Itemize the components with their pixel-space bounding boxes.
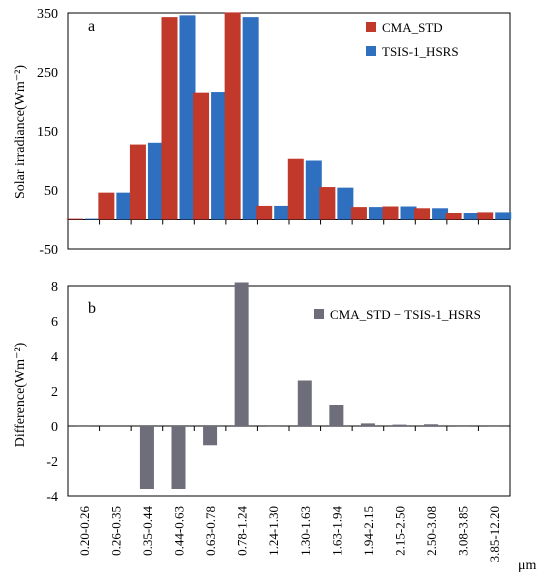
bar-b-s0-3 [171, 426, 186, 489]
bar-a-s1-1 [116, 192, 133, 220]
bar-a-s1-9 [368, 207, 385, 220]
bar-b-s0-8 [329, 405, 344, 426]
bar-a-s0-3 [161, 17, 178, 220]
bar-b-s0-7 [297, 380, 312, 426]
panel-b: b Difference(Wm⁻²) -4 -2 0 2 4 6 8 CMA_STD − T… [13, 280, 537, 573]
x-tick-label: 2.15-2.50 [393, 506, 408, 556]
legend-label-cma: CMA_STD [382, 20, 443, 35]
bar-b-s0-1 [108, 426, 123, 427]
bar-b-s0-12 [455, 426, 470, 427]
y-tick-label: -4 [46, 490, 58, 505]
bar-a-s0-6 [256, 205, 273, 220]
bar-b-s0-0 [76, 426, 91, 427]
x-tick-label: 3.85-12.20 [487, 506, 502, 562]
x-tick-label: 0.35-0.44 [140, 506, 155, 556]
bar-a-s1-7 [305, 160, 322, 220]
x-unit: μm [518, 558, 537, 573]
bar-b-s0-6 [266, 426, 281, 427]
bar-a-s1-5 [242, 17, 259, 220]
bar-b-s0-4 [203, 426, 218, 446]
bar-a-s0-2 [129, 144, 146, 220]
bar-b-s0-9 [360, 423, 375, 426]
bar-a-s1-12 [463, 213, 480, 220]
panel-a: a Solar irradiance(Wm⁻²) -5050150250350 … [13, 7, 512, 258]
bar-a-s0-4 [193, 92, 210, 220]
bar-a-s0-11 [414, 208, 431, 220]
panel-label-a: a [88, 18, 95, 35]
bar-a-s1-10 [400, 206, 417, 220]
plot-frame-a [67, 12, 511, 250]
legend-b: CMA_STD − TSIS-1_HSRS [314, 307, 481, 322]
x-tick-label: 1.94-2.15 [361, 506, 376, 556]
x-tick-labels: 0.20-0.26 0.26-0.35 0.35-0.44 0.44-0.63 0.63… [77, 506, 502, 563]
legend-swatch-cma [366, 22, 376, 32]
y-tick-label: 150 [37, 125, 58, 140]
legend-label-diff: CMA_STD − TSIS-1_HSRS [330, 307, 481, 322]
bar-a-s0-8 [319, 187, 336, 220]
bar-b-s0-11 [424, 424, 439, 426]
y-tick-label: 0 [51, 420, 58, 435]
bar-a-s1-13 [495, 212, 512, 220]
bar-a-s0-9 [350, 207, 367, 220]
legend-a: CMA_STD TSIS-1_HSRS [366, 20, 459, 59]
x-tick-label: 0.26-0.35 [108, 506, 123, 556]
bar-a-s1-4 [211, 92, 228, 220]
y-tick-label: 50 [44, 184, 58, 199]
y-tick-label: -50 [39, 243, 58, 258]
bar-a-s1-0 [84, 218, 101, 220]
y-tick-label: -2 [46, 455, 58, 470]
bar-a-s0-12 [445, 213, 462, 220]
bars-a [66, 12, 512, 220]
y-tick-label: 2 [51, 385, 58, 400]
x-tick-label: 3.08-3.85 [456, 506, 471, 556]
y-tick-label: 350 [37, 7, 58, 22]
y-tick-label: 6 [51, 315, 58, 330]
bar-a-s1-6 [274, 205, 291, 220]
legend-label-tsis: TSIS-1_HSRS [382, 44, 459, 59]
y-tick-label: 8 [51, 280, 58, 295]
x-tick-label: 1.30-1.63 [298, 506, 313, 556]
bar-a-s1-2 [147, 142, 164, 220]
bar-b-s0-13 [487, 426, 502, 427]
bar-a-s0-5 [224, 12, 241, 220]
bars-b [76, 282, 502, 489]
x-tick-label: 1.63-1.94 [329, 506, 344, 556]
x-tick-label: 0.44-0.63 [172, 506, 187, 556]
bar-a-s1-11 [432, 208, 449, 220]
bar-a-s1-8 [337, 187, 354, 220]
bar-a-s0-1 [98, 192, 115, 220]
bar-a-s0-13 [477, 212, 494, 220]
ylabel-b: Difference(Wm⁻²) [13, 342, 28, 447]
x-tick-label: 1.24-1.30 [266, 506, 281, 556]
bar-a-s1-3 [179, 15, 196, 220]
bar-b-s0-2 [139, 426, 154, 489]
ylabel-a: Solar irradiance(Wm⁻²) [13, 65, 28, 199]
bar-b-s0-5 [234, 282, 249, 426]
bar-a-s0-10 [382, 206, 399, 220]
x-tick-label: 0.63-0.78 [203, 506, 218, 556]
plot-frame-b [67, 285, 511, 497]
legend-swatch-tsis [366, 46, 376, 56]
x-tick-label: 0.78-1.24 [235, 506, 250, 556]
bar-b-s0-10 [392, 424, 407, 426]
y-tick-label: 4 [51, 350, 58, 365]
panel-label-b: b [88, 300, 96, 317]
bar-a-s0-0 [66, 218, 83, 220]
legend-swatch-diff [314, 309, 324, 319]
y-tick-label: 250 [37, 66, 58, 81]
x-tick-label: 0.20-0.26 [77, 506, 92, 556]
bar-a-s0-7 [287, 158, 304, 220]
x-tick-label: 2.50-3.08 [424, 506, 439, 556]
